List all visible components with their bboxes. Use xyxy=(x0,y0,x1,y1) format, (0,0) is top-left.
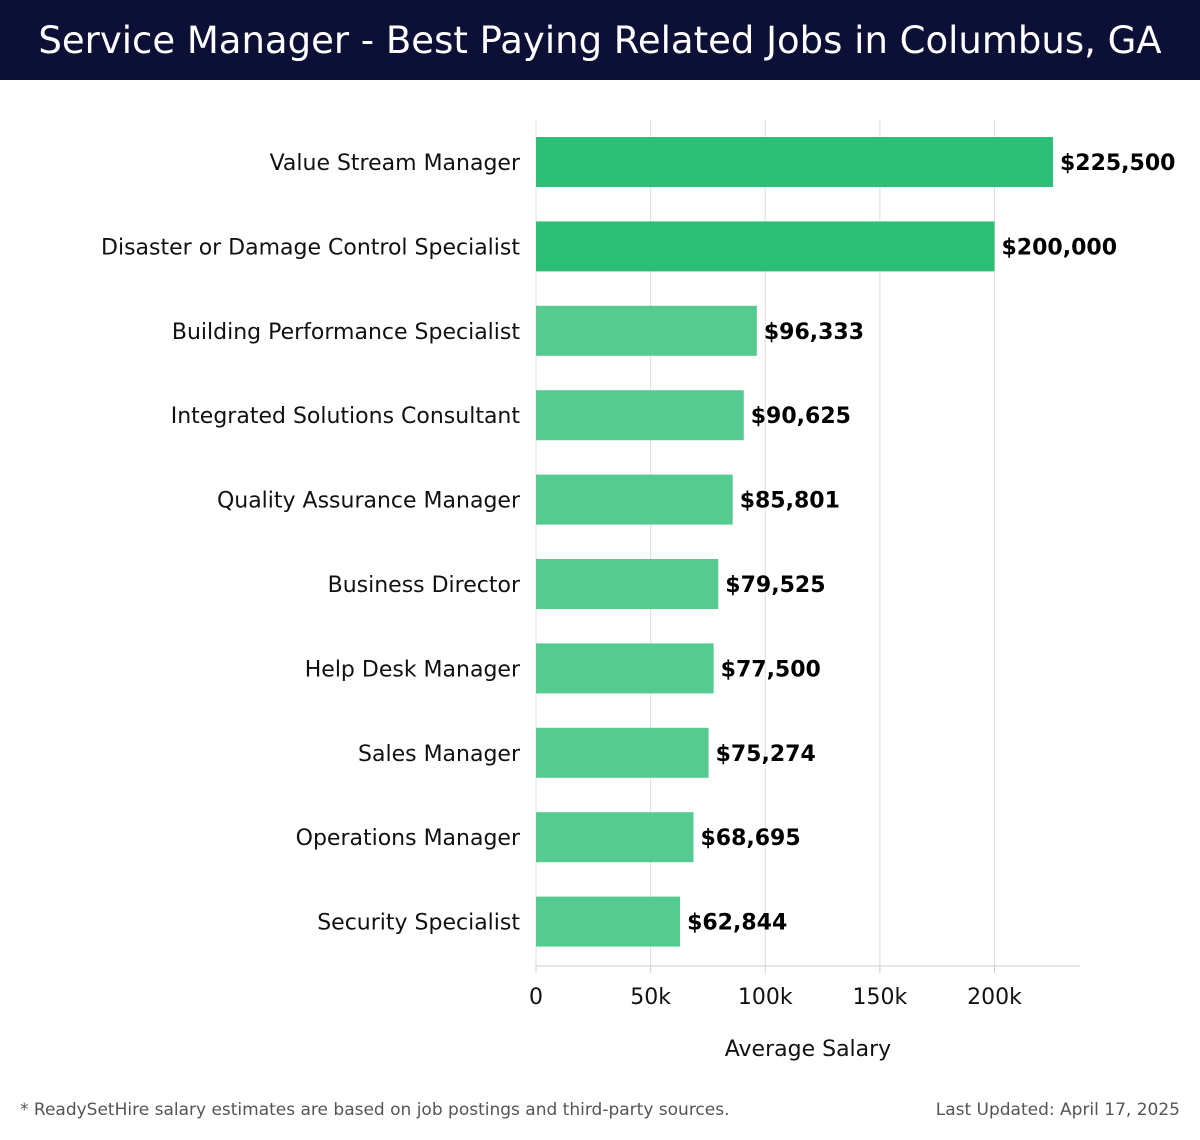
bar xyxy=(536,643,714,694)
value-label: $90,625 xyxy=(751,404,851,429)
bar xyxy=(536,812,694,863)
title-bar: Service Manager - Best Paying Related Jo… xyxy=(0,0,1200,80)
category-label: Value Stream Manager xyxy=(270,151,521,176)
value-label: $75,274 xyxy=(716,742,816,767)
bar xyxy=(536,559,719,609)
x-tick-label: 150k xyxy=(853,985,908,1010)
category-label: Quality Assurance Manager xyxy=(217,489,521,514)
category-label: Business Director xyxy=(328,573,521,598)
value-label: $68,695 xyxy=(700,826,800,851)
value-label: $225,500 xyxy=(1060,151,1176,176)
category-label: Security Specialist xyxy=(317,911,520,936)
value-label: $62,844 xyxy=(687,911,787,936)
bar xyxy=(536,305,757,356)
x-axis-title: Average Salary xyxy=(725,1037,891,1062)
category-label: Disaster or Damage Control Specialist xyxy=(101,235,520,260)
value-label: $79,525 xyxy=(725,573,825,598)
footer-note: * ReadySetHire salary estimates are base… xyxy=(20,1100,730,1120)
x-tick-label: 100k xyxy=(738,985,793,1010)
value-label: $96,333 xyxy=(764,320,864,345)
x-tick-label: 200k xyxy=(967,985,1022,1010)
category-label: Sales Manager xyxy=(358,742,521,767)
page-title: Service Manager - Best Paying Related Jo… xyxy=(38,18,1162,62)
salary-bar-chart: 0 50k 100k 150k 200k Value Stream Manager $225… xyxy=(101,120,1176,1062)
x-tick-label: 50k xyxy=(630,985,671,1010)
bar xyxy=(536,221,995,272)
x-tick-label: 0 xyxy=(529,985,543,1010)
bar xyxy=(536,474,733,525)
category-label: Operations Manager xyxy=(296,826,521,851)
last-updated: Last Updated: April 17, 2025 xyxy=(935,1100,1180,1120)
category-label: Help Desk Manager xyxy=(305,657,521,682)
value-label: $77,500 xyxy=(721,657,821,682)
category-label: Building Performance Specialist xyxy=(172,320,520,345)
bar xyxy=(536,390,744,441)
bar xyxy=(536,896,681,947)
bar xyxy=(536,727,709,778)
category-label: Integrated Solutions Consultant xyxy=(171,404,521,429)
bar xyxy=(536,137,1053,187)
value-label: $85,801 xyxy=(740,489,840,514)
value-label: $200,000 xyxy=(1002,235,1118,260)
